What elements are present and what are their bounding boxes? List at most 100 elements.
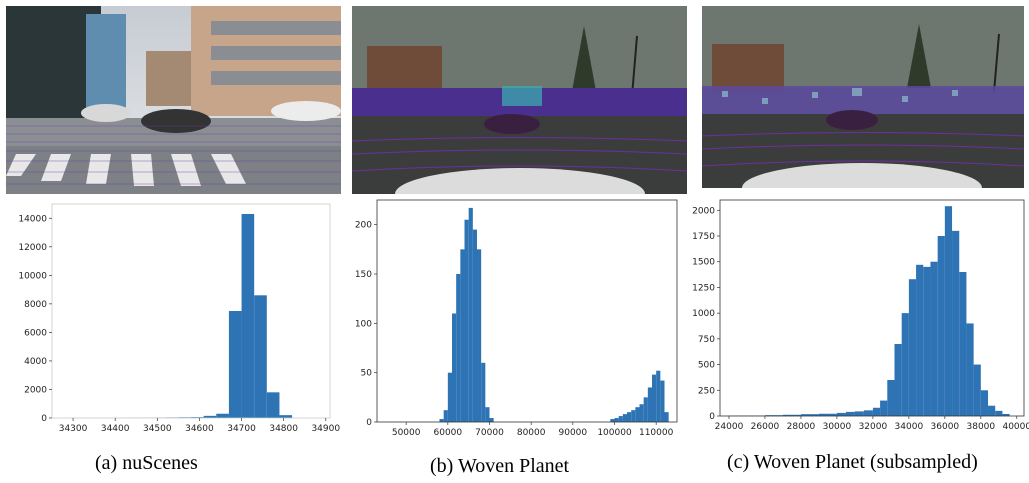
histogram-a-bar-12 bbox=[203, 415, 217, 418]
histogram-b-bar-22 bbox=[647, 387, 652, 422]
histogram-c-ytick-label-0: 0 bbox=[709, 412, 715, 422]
histogram-c-bar-7 bbox=[854, 411, 864, 416]
histogram-a-ytick-label-2: 4000 bbox=[24, 357, 47, 367]
histogram-b-bar-5 bbox=[460, 249, 465, 422]
histogram-b-bar-1 bbox=[443, 410, 448, 422]
histogram-b-bar-10 bbox=[481, 362, 486, 422]
histogram-b-xtick-label-5: 100000 bbox=[597, 428, 632, 438]
histogram-a-xtick-label-3: 34600 bbox=[185, 424, 214, 434]
histogram-c-bar-18 bbox=[937, 236, 945, 416]
histogram-a: 34300 34400 34500 34600 34700 34800 34900 0 2000… bbox=[0, 196, 345, 436]
histogram-c-bar-14 bbox=[908, 279, 917, 416]
histogram-c-xtick-label-5: 34000 bbox=[895, 422, 924, 432]
histogram-c-bar-25 bbox=[988, 405, 996, 416]
histogram-a-xtick-label-5: 34800 bbox=[269, 424, 298, 434]
histogram-c-bar-21 bbox=[959, 272, 967, 416]
histogram-b-bar-11 bbox=[485, 407, 490, 422]
histogram-b-xtick-label-4: 90000 bbox=[559, 428, 588, 438]
histogram-b-bar-20 bbox=[639, 404, 644, 422]
histogram-b-bar-4 bbox=[456, 274, 461, 422]
histogram-c-bar-8 bbox=[863, 410, 873, 416]
histogram-a-bar-17 bbox=[266, 392, 280, 418]
histogram-b-ytick-label-3: 150 bbox=[355, 270, 372, 280]
histogram-a-xtick-label-2: 34500 bbox=[143, 424, 172, 434]
histogram-a-frame bbox=[51, 203, 331, 419]
histogram-c-ytick-label-4: 1000 bbox=[692, 309, 715, 319]
histogram-c-ytick-label-3: 750 bbox=[698, 335, 715, 345]
nuscenes-camera-image bbox=[6, 6, 341, 194]
caption-c: (c) Woven Planet (subsampled) bbox=[727, 451, 978, 473]
histogram-c-xtick-label-2: 28000 bbox=[787, 422, 816, 432]
histogram-b-bar-12 bbox=[489, 418, 494, 422]
histogram-c-bar-4 bbox=[818, 413, 837, 416]
histogram-a-bar-11 bbox=[191, 417, 204, 418]
histogram-c-ytick-label-1: 250 bbox=[698, 386, 715, 396]
histogram-c-frame bbox=[719, 199, 1025, 417]
histogram-a-ytick-label-1: 2000 bbox=[24, 385, 47, 395]
histogram-c-xtick-label-4: 32000 bbox=[859, 422, 888, 432]
histogram-c: 24000 26000 28000 30000 32000 34000 36000 38000… bbox=[690, 194, 1029, 438]
histogram-c-bar-26 bbox=[995, 410, 1003, 416]
histogram-b-bar-26 bbox=[664, 412, 669, 422]
histogram-b-bar-2 bbox=[447, 372, 452, 422]
histogram-b-ytick-label-1: 50 bbox=[361, 369, 373, 379]
histogram-c-svg: 24000 26000 28000 30000 32000 34000 36000 38000… bbox=[692, 199, 1029, 432]
caption-b: (b) Woven Planet bbox=[430, 455, 570, 477]
histogram-b-bar-24 bbox=[656, 370, 661, 422]
woven-planet-camera-image bbox=[352, 6, 687, 194]
histogram-c-xtick-label-7: 38000 bbox=[967, 422, 996, 432]
histogram-b-ytick-label-2: 100 bbox=[355, 319, 372, 329]
histogram-b-svg: 50000 60000 70000 80000 90000 100000 110000 0 50… bbox=[355, 199, 678, 438]
histogram-c-bar-10 bbox=[880, 400, 888, 416]
histogram-b-bar-8 bbox=[472, 229, 477, 422]
histogram-c-bar-17 bbox=[930, 261, 938, 416]
histogram-b-bar-25 bbox=[660, 380, 665, 422]
histogram-c-xtick-label-8: 40000 bbox=[1002, 422, 1029, 432]
histogram-b-bar-9 bbox=[477, 249, 482, 422]
histogram-c-bar-9 bbox=[872, 407, 881, 416]
woven-planet-subsampled-camera-image bbox=[702, 6, 1024, 188]
caption-a: (a) nuScenes bbox=[95, 452, 198, 474]
histogram-a-bar-14 bbox=[228, 311, 242, 418]
histogram-b-ytick-label-0: 0 bbox=[366, 418, 372, 428]
histogram-b-bar-19 bbox=[635, 407, 640, 422]
histogram-b-xtick-label-1: 60000 bbox=[434, 428, 463, 438]
histogram-b-bar-15 bbox=[618, 416, 623, 422]
histogram-a-xtick-label-0: 34300 bbox=[59, 424, 88, 434]
histogram-c-bar-5 bbox=[836, 412, 846, 416]
histogram-c-xtick-label-1: 26000 bbox=[751, 422, 780, 432]
histogram-b-bar-0 bbox=[439, 419, 444, 422]
histogram-b: 50000 60000 70000 80000 90000 100000 110000 0 50… bbox=[345, 196, 690, 440]
histogram-b-xtick-label-2: 70000 bbox=[475, 428, 504, 438]
histogram-b-xtick-label-6: 110000 bbox=[639, 428, 674, 438]
histogram-c-bar-15 bbox=[916, 264, 924, 416]
histogram-c-xtick-label-3: 30000 bbox=[823, 422, 852, 432]
histogram-b-bar-16 bbox=[622, 414, 627, 422]
histogram-c-ytick-label-2: 500 bbox=[698, 361, 715, 371]
histogram-b-bar-13 bbox=[610, 419, 615, 422]
histogram-a-bar-18 bbox=[279, 415, 293, 418]
histogram-b-bar-18 bbox=[631, 410, 636, 422]
histogram-b-bar-14 bbox=[614, 418, 619, 422]
histogram-c-bar-3 bbox=[800, 414, 819, 416]
histogram-a-ytick-label-3: 6000 bbox=[24, 328, 47, 338]
histogram-c-bar-16 bbox=[923, 266, 931, 416]
histogram-c-bar-1 bbox=[764, 415, 783, 416]
histogram-b-bar-6 bbox=[464, 219, 469, 422]
histogram-c-ytick-label-7: 1750 bbox=[692, 232, 715, 242]
histogram-c-ytick-label-6: 1500 bbox=[692, 258, 715, 268]
histogram-c-bar-20 bbox=[952, 230, 960, 416]
histogram-a-bar-15 bbox=[241, 213, 255, 418]
histogram-a-svg: 34300 34400 34500 34600 34700 34800 34900 0 2000… bbox=[18, 203, 340, 434]
histogram-a-xtick-label-4: 34700 bbox=[227, 424, 256, 434]
histogram-b-bar-21 bbox=[643, 397, 648, 422]
histogram-c-bar-2 bbox=[782, 414, 801, 416]
histogram-a-ytick-label-5: 10000 bbox=[18, 271, 47, 281]
histogram-a-bar-16 bbox=[254, 295, 267, 418]
histogram-c-xtick-label-0: 24000 bbox=[715, 422, 744, 432]
histogram-a-bar-13 bbox=[216, 413, 229, 418]
histogram-a-xtick-label-6: 34900 bbox=[311, 424, 340, 434]
histogram-c-bar-12 bbox=[894, 344, 902, 416]
histogram-c-bar-22 bbox=[966, 323, 974, 416]
histogram-c-bar-19 bbox=[944, 206, 953, 416]
